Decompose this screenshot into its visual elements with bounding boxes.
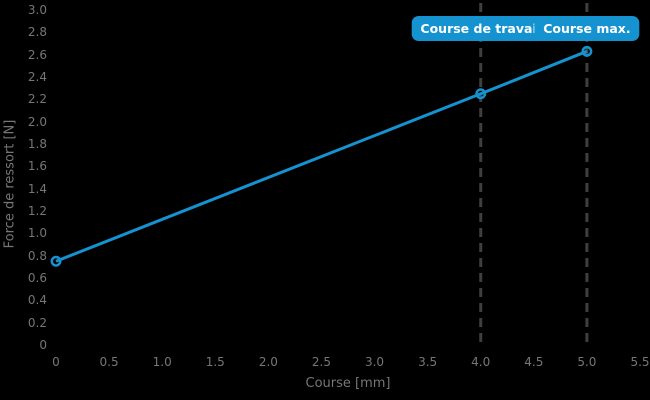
y-tick-label: 2.4	[27, 70, 47, 84]
x-axis-title: Course [mm]	[305, 376, 391, 391]
spring-force-line	[55, 49, 588, 263]
x-tick-label: 3.0	[364, 355, 385, 369]
x-tick-label: 5.0	[577, 355, 597, 369]
data-point-marker	[475, 88, 487, 100]
y-tick-label: 0	[39, 338, 47, 352]
annotation-badge-course-de-travail: Course de travail	[411, 16, 551, 41]
y-tick-label: 2.0	[27, 114, 47, 129]
x-tick-label: 0	[52, 355, 60, 369]
x-tick-label: 2.0	[258, 355, 278, 369]
y-tick-label: 0.4	[27, 293, 47, 308]
x-tick-label: 4.0	[471, 355, 491, 369]
y-tick-label: 2.2	[27, 92, 47, 107]
y-tick-label: 0.6	[27, 271, 47, 285]
x-tick-label: 2.5	[311, 355, 331, 369]
y-tick-label: 1.8	[27, 137, 47, 151]
y-tick-label: 1.6	[27, 159, 47, 174]
y-tick-label: 2.8	[27, 25, 47, 40]
y-tick-label: 3.0	[27, 3, 47, 17]
y-tick-label: 0.8	[27, 248, 47, 263]
y-axis-title: Force de ressort [N]	[2, 119, 18, 249]
x-tick-label: 1.0	[152, 355, 172, 369]
x-tick-label: 0.5	[99, 355, 119, 369]
y-tick-label: 0.2	[27, 315, 47, 330]
data-point-marker	[581, 45, 593, 57]
y-tick-label: 1.4	[27, 181, 47, 196]
x-tick-label: 3.5	[418, 355, 438, 369]
x-tick-label: 5.5	[630, 355, 650, 369]
x-tick-label: 1.5	[205, 355, 225, 369]
y-tick-label: 1.2	[27, 204, 47, 218]
annotation-badge-course-max: Course max.	[534, 16, 640, 41]
y-tick-label: 1.0	[27, 226, 47, 241]
y-tick-label: 2.6	[27, 47, 47, 62]
data-point-marker	[50, 255, 62, 267]
x-tick-label: 4.5	[524, 355, 544, 369]
